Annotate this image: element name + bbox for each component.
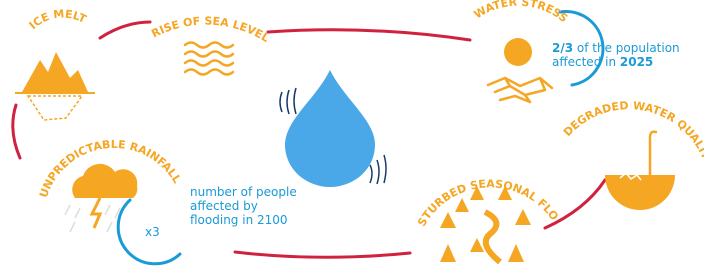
shape <box>650 132 656 175</box>
shape <box>185 70 233 75</box>
callout-text: flooding in 2100 <box>190 213 288 227</box>
connector <box>268 30 470 40</box>
callout-multiplier: x3 <box>145 225 160 239</box>
shape <box>605 175 675 210</box>
node-label: ICE MELT <box>27 7 89 32</box>
callout-text-part: affected in <box>552 55 620 69</box>
shape <box>72 164 137 198</box>
shape <box>488 78 552 102</box>
shape <box>185 61 233 66</box>
connector <box>235 252 410 257</box>
infographic: ICE MELT RISE OF SEA LEVEL WATER STRESS … <box>0 0 704 271</box>
waves-icon <box>185 43 233 75</box>
drought-icon <box>488 38 552 102</box>
bowl-icon <box>605 132 675 210</box>
shape <box>22 52 88 92</box>
shape <box>92 198 100 228</box>
node-label-path: ICE MELT <box>27 7 89 32</box>
drop-icon <box>280 70 386 187</box>
connector <box>100 22 150 38</box>
node-label: WATER STRESS <box>472 0 570 25</box>
shape <box>280 88 296 114</box>
iceberg-icon <box>15 52 95 120</box>
node-label-path: RISE OF SEA LEVEL <box>149 15 271 45</box>
connector <box>545 180 605 228</box>
node-label: RISE OF SEA LEVEL <box>149 15 271 45</box>
rain-cloud-icon <box>65 164 137 232</box>
shape <box>185 52 233 57</box>
node-label: DEGRADED WATER QUALITY <box>561 99 704 169</box>
callout-text: 2/3 of the population <box>552 41 680 55</box>
shape <box>285 70 375 187</box>
shape <box>485 212 500 262</box>
callout-text: affected by <box>190 199 258 213</box>
connector <box>13 105 20 158</box>
callout-highlight: 2025 <box>620 55 653 69</box>
shape <box>65 205 120 232</box>
shape <box>504 38 532 66</box>
shape <box>185 43 233 48</box>
shape <box>370 155 386 184</box>
shape <box>28 96 82 120</box>
node-label-path: DEGRADED WATER QUALITY <box>561 99 704 169</box>
callout-text: affected in 2025 <box>552 55 653 69</box>
node-label-path: WATER STRESS <box>472 0 570 25</box>
callout-highlight: 2/3 <box>552 41 573 55</box>
callout-text: number of people <box>190 185 297 199</box>
callout-text-part: of the population <box>573 41 680 55</box>
